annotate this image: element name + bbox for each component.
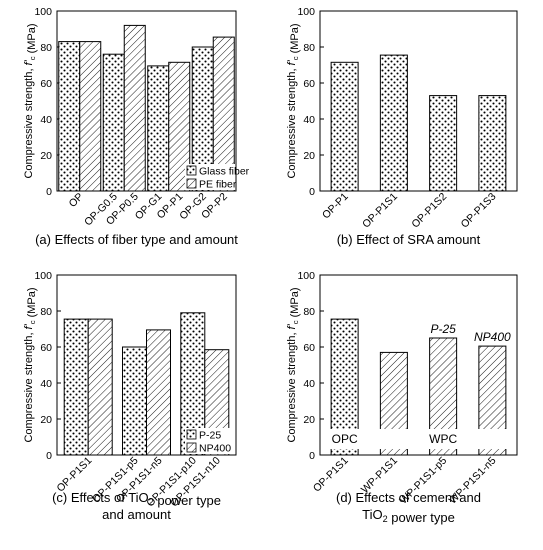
plot-frame (319, 10, 518, 192)
x-tick-label: OP-P1S2 (409, 191, 449, 231)
y-tick-label: 80 (40, 42, 52, 54)
legend-swatch (186, 442, 197, 453)
bar-op-p1s2 (429, 95, 458, 192)
chart-panel-a: 0 20 40 60 80 100 Compressive strength, f'c (M… (23, 6, 250, 247)
y-tick-label: 100 (34, 270, 52, 282)
y-tick-label: 0 (46, 186, 52, 198)
bar-op-p1s1 (63, 318, 89, 456)
y-tick-label: 40 (303, 378, 315, 390)
annotation-powder: NP400 (474, 330, 511, 344)
bar-op-p1s1-p5 (122, 346, 147, 456)
chart-caption: (c) Effects of TiO2 power type (52, 490, 221, 508)
bar-op-g1 (147, 65, 170, 192)
plot-frame (56, 10, 237, 192)
y-tick-label: 0 (46, 450, 52, 462)
chart-caption: (d) Effects of cement and (336, 490, 481, 505)
y-tick-label: 60 (303, 78, 315, 90)
y-tick-label: 40 (40, 114, 52, 126)
y-axis-label: Compressive strength, f'c (MPa) (23, 287, 38, 442)
x-tick-label: OP (67, 191, 86, 210)
y-tick-label: 20 (303, 414, 315, 426)
y-tick-label: 60 (40, 342, 52, 354)
bar-op (79, 41, 102, 192)
bar-op-p0-5 (123, 24, 146, 192)
x-tick-label: OP-P1S1 (360, 191, 400, 231)
legend-entry: NP400 (199, 443, 231, 455)
y-tick-label: 40 (303, 114, 315, 126)
y-axis-label: Compressive strength, f'c (MPa) (286, 23, 301, 178)
y-tick-label: 80 (40, 306, 52, 318)
plot-frame (319, 274, 518, 456)
x-tick-label: OP-P1S1 (311, 455, 351, 495)
chart-panel-c: 0 20 40 60 80 100 Compressive strength, f'c (M… (23, 270, 237, 522)
y-tick-label: 0 (309, 450, 315, 462)
chart-caption: (b) Effect of SRA amount (337, 232, 481, 247)
x-tick-label: OP-P1S3 (459, 191, 499, 231)
x-tick-label: OP-P1 (320, 191, 351, 222)
chart-panel-d: 0 20 40 60 80 100 Compressive strength, f'c (M… (286, 270, 518, 525)
y-axis-label: Compressive strength, f'c (MPa) (286, 287, 301, 442)
y-tick-label: 100 (297, 6, 315, 18)
annotation-cement: WPC (429, 432, 457, 446)
y-tick-label: 80 (303, 42, 315, 54)
bar-op-g0-5 (102, 53, 125, 192)
y-tick-label: 60 (40, 78, 52, 90)
bar-op-p1 (168, 61, 191, 192)
legend-swatch (186, 178, 197, 189)
annotation-cement: OPC (332, 432, 358, 446)
y-tick-label: 60 (303, 342, 315, 354)
bar-op-p1s3 (478, 95, 507, 192)
y-tick-label: 20 (303, 150, 315, 162)
label-band (321, 429, 516, 449)
y-tick-label: 20 (40, 414, 52, 426)
bar-op-p1s1 (379, 54, 408, 192)
legend-swatch (186, 429, 197, 440)
y-axis-label: Compressive strength, f'c (MPa) (23, 23, 38, 178)
legend-entry: P-25 (199, 430, 221, 442)
chart-caption: and amount (102, 507, 171, 522)
annotation-powder: P-25 (430, 322, 456, 336)
y-tick-label: 100 (297, 270, 315, 282)
chart-caption: (a) Effects of fiber type and amount (35, 232, 238, 247)
y-tick-label: 80 (303, 306, 315, 318)
bar-op (58, 41, 81, 192)
chart-caption: TiO2 power type (362, 507, 455, 525)
legend-swatch (186, 165, 197, 176)
y-tick-label: 0 (309, 186, 315, 198)
bar-op-p1s1 (87, 318, 113, 456)
x-tick-label: OP-P1S1 (54, 455, 94, 495)
legend-entry: PE fiber (199, 179, 237, 191)
y-tick-label: 20 (40, 150, 52, 162)
bar-op-p2 (212, 36, 235, 192)
legend-entry: Glass fiber (199, 166, 250, 178)
y-tick-label: 40 (40, 378, 52, 390)
y-tick-label: 100 (34, 6, 52, 18)
chart-panel-b: 0 20 40 60 80 100 Compressive strength, f'c (M… (286, 6, 518, 247)
bar-op-p1 (330, 61, 359, 192)
bar-op-p1s1-n5 (146, 329, 171, 456)
